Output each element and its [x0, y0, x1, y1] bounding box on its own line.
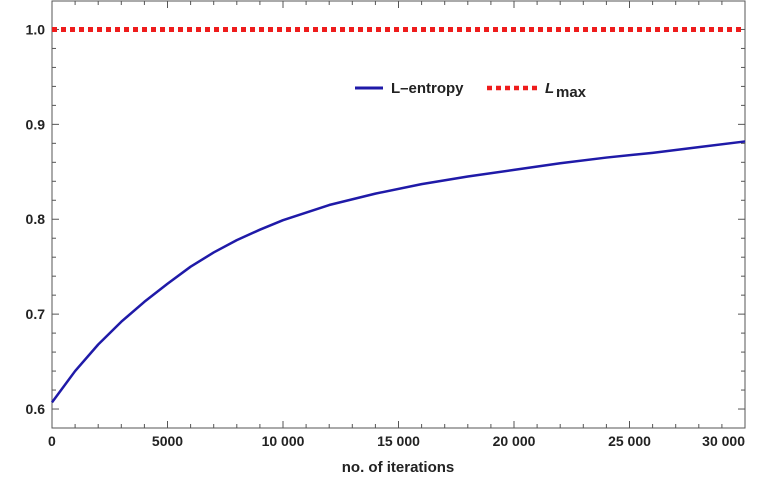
x-tick-label: 20 000	[493, 433, 536, 449]
x-tick-label: 25 000	[608, 433, 651, 449]
x-axis-ticks: 0 5000 10 000 15 000 20 000 25 000 30 000	[48, 1, 746, 449]
y-tick-label: 0.7	[26, 306, 46, 322]
x-tick-label: 10 000	[262, 433, 305, 449]
y-tick-label: 0.6	[26, 401, 46, 417]
legend: L–entropy L max	[355, 80, 587, 101]
x-axis-label: no. of iterations	[342, 459, 455, 476]
x-tick-label: 30 000	[702, 433, 745, 449]
x-tick-label: 0	[48, 433, 56, 449]
y-tick-label: 0.8	[26, 211, 46, 227]
x-tick-label: 5000	[152, 433, 183, 449]
series-layer	[50, 26, 746, 404]
legend-label-lmax: L	[545, 80, 554, 97]
y-tick-label: 1.0	[26, 21, 46, 37]
legend-label-entropy: L–entropy	[391, 80, 464, 97]
plot-frame	[51, 0, 746, 429]
legend-label-lmax-subscript: max	[556, 84, 587, 101]
series-line-entropy	[50, 140, 746, 404]
y-axis-ticks: 0.6 0.7 0.8 0.9 1.0	[26, 21, 745, 417]
x-tick-label: 15 000	[377, 433, 420, 449]
y-tick-label: 0.9	[26, 116, 46, 132]
